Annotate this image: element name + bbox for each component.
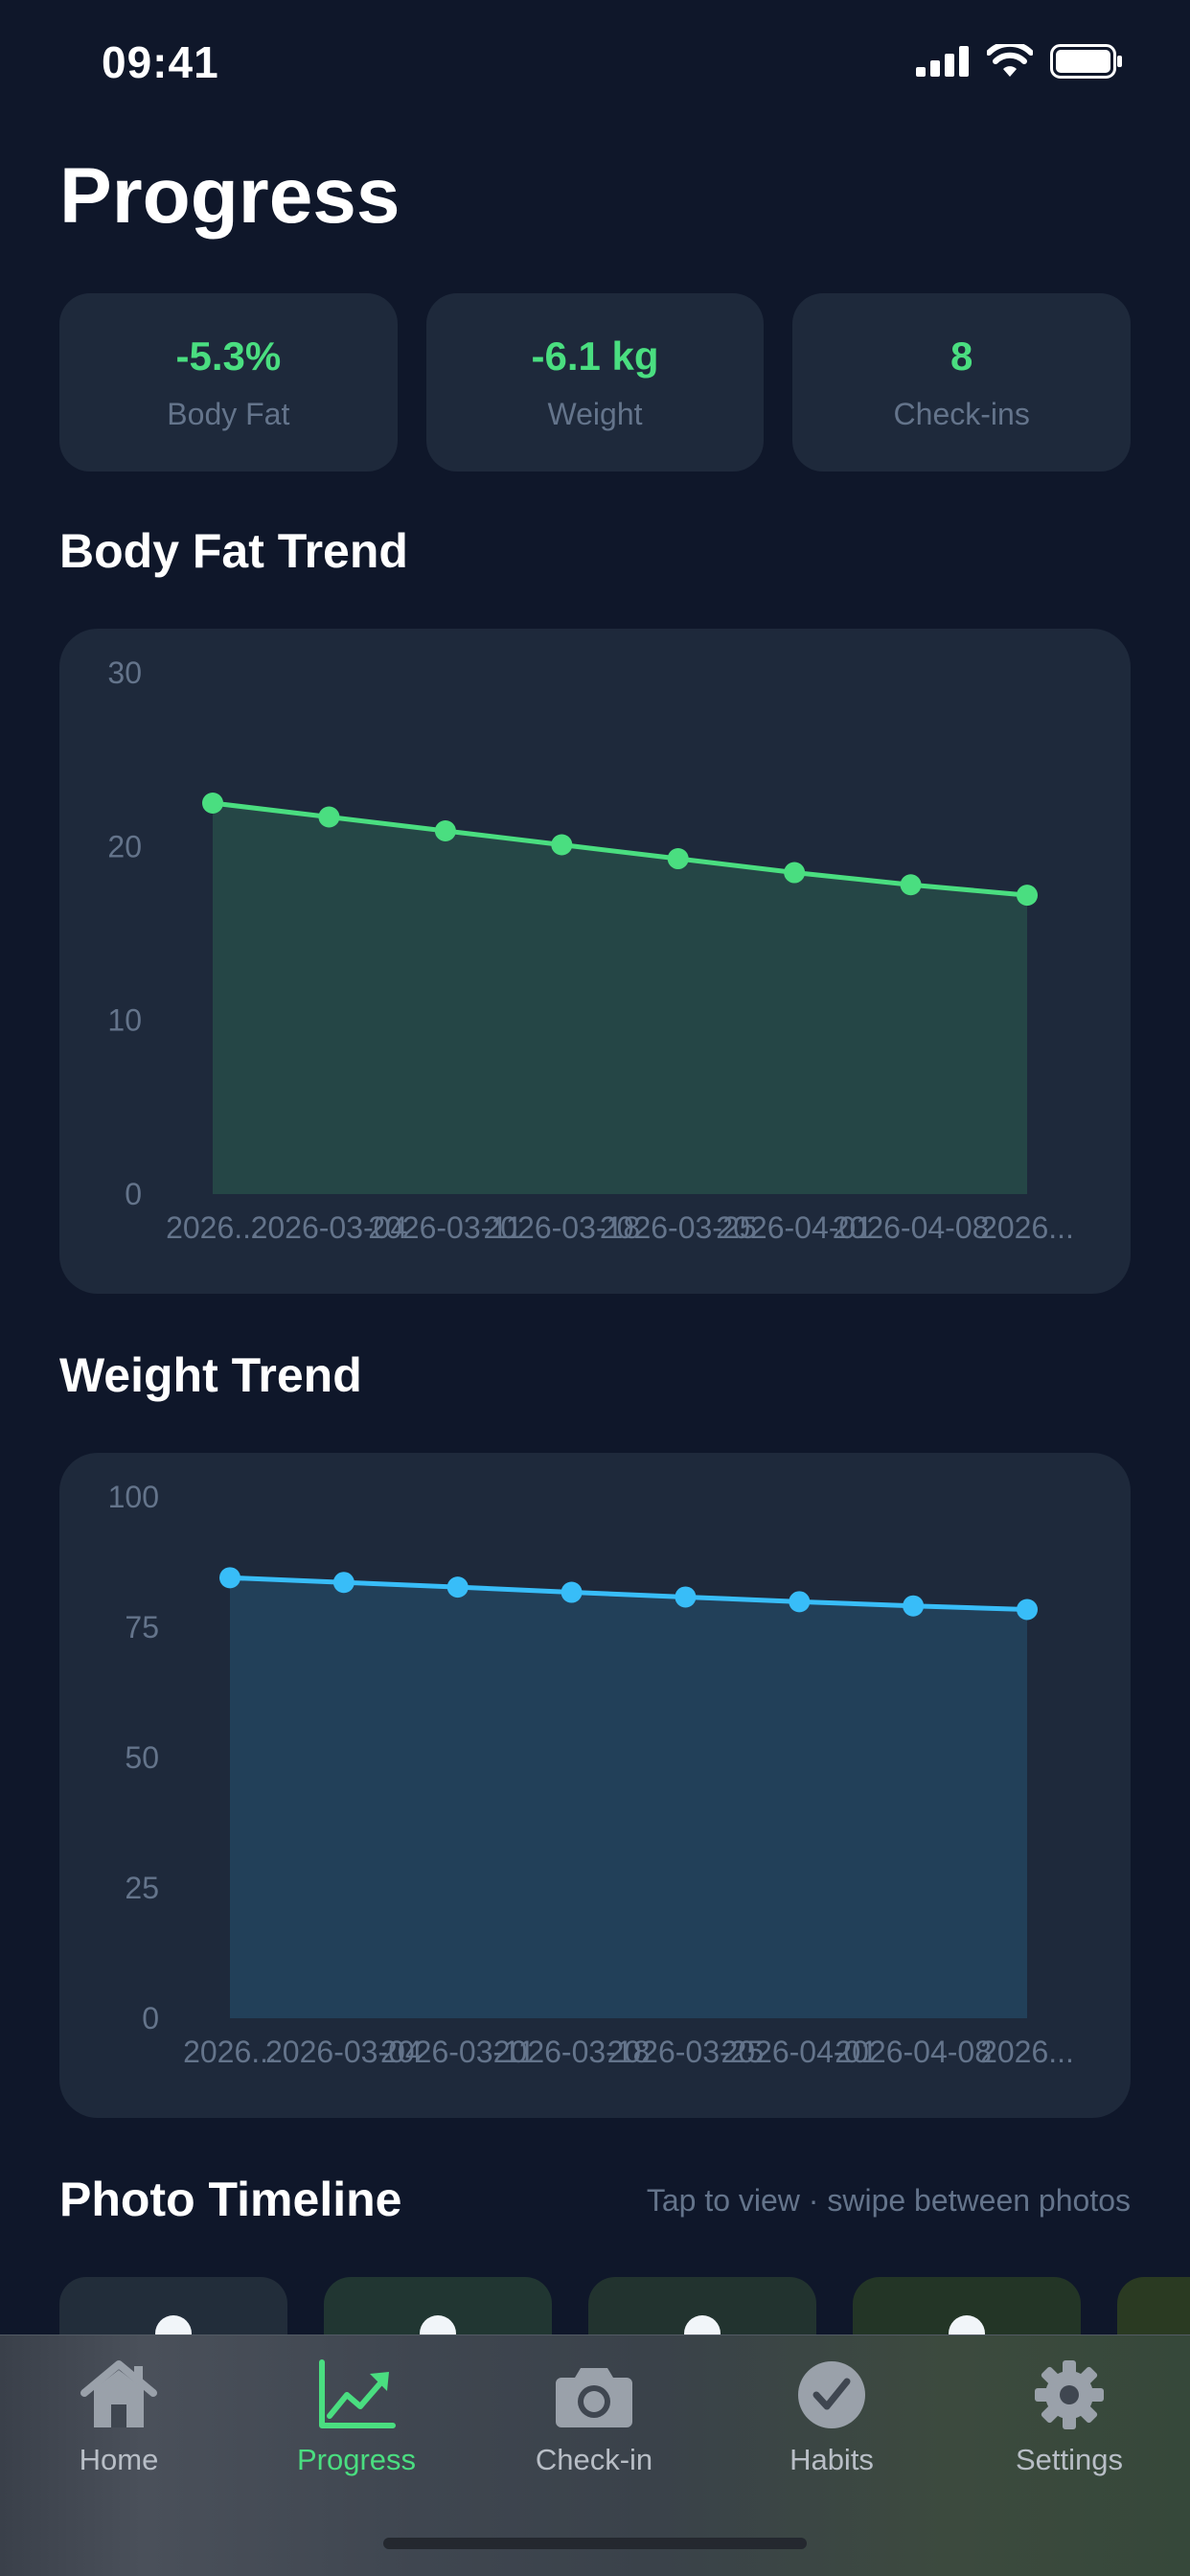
status-bar: 09:41 — [0, 0, 1190, 126]
weight-chart-card: 0 25 50 75 100 2026... 2026-03-04 2026-03-11 202… — [59, 1453, 1131, 2118]
gear-icon — [1035, 2360, 1104, 2429]
data-point — [551, 834, 573, 856]
stat-card-body-fat: -5.3% Body Fat — [59, 293, 398, 472]
stat-card-check-ins: 8 Check-ins — [792, 293, 1132, 472]
home-icon — [80, 2360, 157, 2427]
body-fat-chart-card: 0 10 20 30 2026... 2026-03-04 2026-03-11 2026-0… — [59, 629, 1131, 1294]
page-title: Progress — [59, 152, 400, 240]
data-point — [903, 1595, 925, 1617]
series-area — [213, 803, 1027, 1194]
tab-label: Check-in — [535, 2443, 653, 2476]
x-tick-label: 2026-03-18 — [483, 1210, 640, 1245]
data-point — [900, 874, 922, 896]
stat-label: Body Fat — [167, 396, 290, 431]
series-area — [230, 1577, 1027, 2018]
y-tick-label: 75 — [125, 1610, 159, 1644]
data-point — [561, 1581, 583, 1603]
series-line — [212, 800, 1028, 898]
status-time: 09:41 — [102, 37, 219, 87]
y-tick-label: 30 — [107, 656, 142, 690]
y-tick-label: 50 — [125, 1740, 159, 1775]
y-tick-label: 100 — [108, 1480, 159, 1514]
data-point — [667, 848, 689, 870]
stat-label: Check-ins — [893, 396, 1030, 431]
x-tick-label: 2026-04-01 — [721, 2035, 878, 2069]
body-fat-chart: 01020302026...2026-03-042026-03-112026-0… — [107, 656, 1074, 1245]
tab-settings[interactable]: Settings — [973, 2358, 1165, 2477]
stat-value: 8 — [950, 333, 973, 379]
y-tick-label: 0 — [142, 2001, 159, 2036]
weight-section-title: Weight Trend — [59, 1348, 362, 1402]
x-tick-label: 2026-03-25 — [600, 1210, 757, 1245]
y-tick-label: 20 — [107, 829, 142, 863]
x-tick-label: 2026-04-08 — [833, 1210, 990, 1245]
check-circle-icon — [798, 2361, 865, 2428]
stat-value: -6.1 kg — [531, 333, 659, 379]
wifi-icon — [987, 44, 1033, 77]
stat-value: -5.3% — [175, 333, 282, 379]
x-tick-label: 2026-04-01 — [716, 1210, 873, 1245]
status-icons — [916, 44, 1123, 79]
tab-label: Home — [79, 2443, 159, 2476]
tab-progress[interactable]: Progress — [261, 2358, 452, 2477]
tab-label: Progress — [296, 2443, 417, 2476]
data-point — [332, 1572, 355, 1594]
stat-card-weight: -6.1 kg Weight — [425, 293, 765, 472]
data-point — [675, 1586, 697, 1608]
tab-bar: Home Progress Check-in Habits — [0, 2334, 1190, 2576]
x-tick-label: 2026-03-25 — [607, 2035, 765, 2069]
data-point — [1017, 1598, 1038, 1621]
stat-label: Weight — [547, 396, 643, 431]
x-tick-label: 2026-03-04 — [251, 1210, 408, 1245]
home-indicator — [383, 2538, 807, 2549]
photo-timeline-hint: Tap to view · swipe between photos — [646, 2183, 1131, 2218]
x-tick-label: 2026-03-04 — [265, 2035, 423, 2069]
camera-icon — [556, 2368, 632, 2427]
cellular-signal-icon — [916, 46, 969, 77]
data-point — [784, 862, 806, 884]
chart-icon — [319, 2359, 396, 2428]
data-point — [446, 1576, 469, 1598]
y-tick-label: 0 — [125, 1177, 142, 1211]
tab-check-in[interactable]: Check-in — [498, 2358, 690, 2477]
data-point — [1017, 885, 1038, 907]
x-tick-label: 2026... — [980, 1210, 1074, 1245]
data-point — [202, 793, 223, 814]
x-tick-label: 2026-03-11 — [368, 1210, 522, 1245]
tab-label: Habits — [790, 2443, 874, 2476]
data-point — [434, 820, 456, 842]
y-tick-label: 10 — [107, 1003, 142, 1038]
tab-habits[interactable]: Habits — [736, 2358, 927, 2477]
x-tick-label: 2026... — [980, 2035, 1074, 2069]
series-line — [229, 1575, 1028, 1613]
x-tick-label: 2026-04-08 — [835, 2035, 992, 2069]
weight-chart: 02550751002026...2026-03-042026-03-11202… — [108, 1480, 1074, 2069]
data-point — [318, 806, 340, 828]
photo-timeline-title: Photo Timeline — [59, 2173, 402, 2226]
y-tick-label: 25 — [125, 1871, 159, 1905]
data-point — [789, 1591, 811, 1613]
battery-icon — [1050, 44, 1122, 79]
data-point — [219, 1567, 240, 1589]
x-tick-label: 2026-03-11 — [380, 2035, 535, 2069]
tab-label: Settings — [1015, 2443, 1123, 2476]
x-tick-label: 2026... — [183, 2035, 277, 2069]
x-tick-label: 2026... — [166, 1210, 260, 1245]
body-fat-section-title: Body Fat Trend — [59, 524, 408, 578]
x-tick-label: 2026-03-18 — [493, 2035, 651, 2069]
tab-home[interactable]: Home — [23, 2358, 215, 2477]
stat-cards: -5.3% Body Fat -6.1 kg Weight 8 Check-in… — [59, 293, 1132, 472]
